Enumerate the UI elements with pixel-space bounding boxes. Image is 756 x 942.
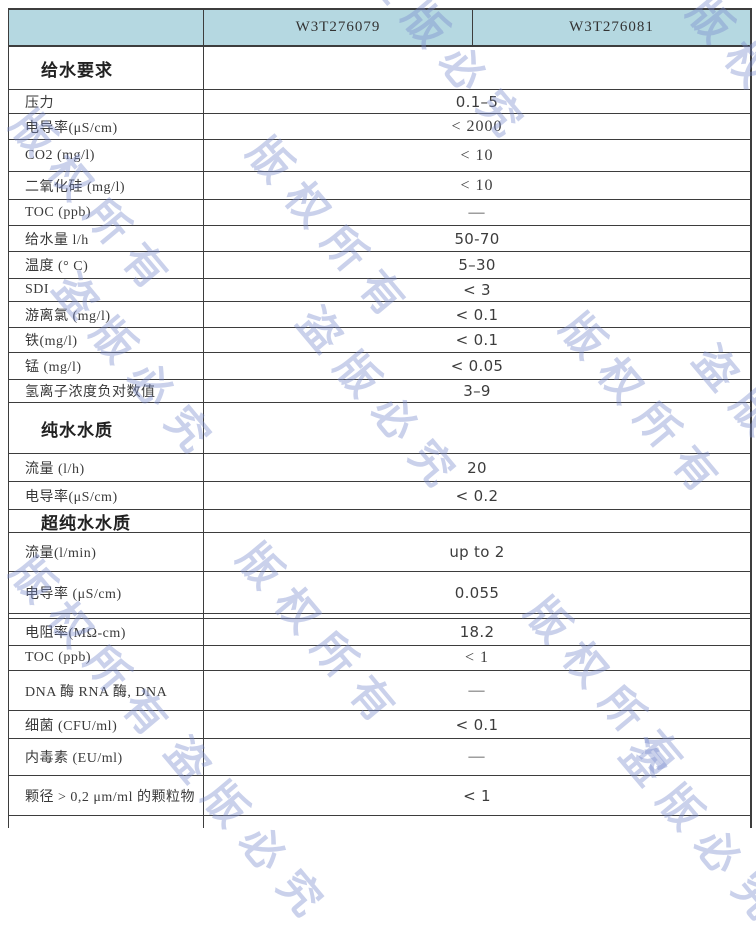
row-label: 氢离子浓度负对数值 xyxy=(9,380,204,402)
row-label: 流量 (l/h) xyxy=(9,454,204,481)
table-row: 锰 (mg/l) < 0.05 xyxy=(9,353,750,380)
table-row: 内毒素 (EU/ml) — xyxy=(9,739,750,776)
section-row: 超纯水水质 xyxy=(9,510,750,533)
row-value: < 10 xyxy=(460,146,494,164)
row-value: 0.055 xyxy=(454,583,500,602)
row-value: < 0.05 xyxy=(450,357,504,375)
row-value: 5–30 xyxy=(458,256,496,274)
table-row: 氢离子浓度负对数值 3–9 xyxy=(9,380,750,403)
row-label: DNA 酶 RNA 酶, DNA xyxy=(9,671,204,710)
row-label: 电阻率(MΩ-cm) xyxy=(9,619,204,645)
table-row: 流量 (l/h) 20 xyxy=(9,454,750,482)
table-row: 颗径 > 0,2 μm/ml 的颗粒物 < 1 xyxy=(9,776,750,816)
table-row: 给水量 l/h 50-70 xyxy=(9,226,750,252)
row-value: — xyxy=(468,748,486,765)
row-value: < 3 xyxy=(463,281,491,299)
row-label: 锰 (mg/l) xyxy=(9,353,204,379)
table-row: DNA 酶 RNA 酶, DNA — xyxy=(9,671,750,711)
row-value: 20 xyxy=(467,458,487,477)
header-model-1: W3T276079 xyxy=(204,10,473,45)
table-row: 电导率(μS/cm) < 0.2 xyxy=(9,482,750,510)
table-body: 给水要求 压力 0.1–5 电导率(μS/cm) < 2000 CO2 (mg/l) < 1… xyxy=(9,47,750,828)
row-value: 3–9 xyxy=(463,382,491,400)
row-label: 二氧化硅 (mg/l) xyxy=(9,172,204,199)
header-corner-cell xyxy=(9,10,204,45)
spec-table: W3T276079 W3T276081 给水要求 压力 0.1–5 电导率(μS/cm… xyxy=(8,8,752,828)
row-label: TOC (ppb) xyxy=(9,200,204,225)
section-row: 给水要求 xyxy=(9,47,750,90)
table-row: 细菌 (CFU/ml) < 0.1 xyxy=(9,711,750,739)
row-value: < 1 xyxy=(464,649,490,666)
row-label: 流量(l/min) xyxy=(9,533,204,571)
table-row: 铁(mg/l) < 0.1 xyxy=(9,328,750,353)
table-row: 电导率 (μS/cm) 0.055 xyxy=(9,572,750,614)
section-title: 超纯水水质 xyxy=(9,510,204,533)
table-row: 二氧化硅 (mg/l) < 10 xyxy=(9,172,750,200)
table-row: 游离氯 (mg/l) < 0.1 xyxy=(9,302,750,328)
row-value: — xyxy=(468,681,486,699)
row-label: SDI xyxy=(9,279,204,301)
row-label: 压力 xyxy=(9,90,204,113)
row-label: 温度 (° C) xyxy=(9,252,204,278)
row-value xyxy=(204,816,750,828)
header-model-2: W3T276081 xyxy=(569,19,654,35)
row-label: 电导率(μS/cm) xyxy=(9,114,204,139)
row-value: < 0.1 xyxy=(455,715,499,734)
row-label: 内毒素 (EU/ml) xyxy=(9,739,204,775)
table-row: SDI < 3 xyxy=(9,279,750,302)
row-label: 电导率(μS/cm) xyxy=(9,482,204,509)
row-label: 铁(mg/l) xyxy=(9,328,204,352)
table-row: TOC (ppb) < 1 xyxy=(9,646,750,671)
row-value: < 0.2 xyxy=(455,486,499,505)
section-title: 纯水水质 xyxy=(9,403,204,453)
row-value: < 1 xyxy=(463,786,491,805)
section-row: 纯水水质 xyxy=(9,403,750,454)
table-row: 流量(l/min) up to 2 xyxy=(9,533,750,572)
row-label xyxy=(9,614,204,618)
row-label: 给水量 l/h xyxy=(9,226,204,251)
row-label: 颗径 > 0,2 μm/ml 的颗粒物 xyxy=(9,776,204,815)
table-row: CO2 (mg/l) < 10 xyxy=(9,140,750,172)
row-value: — xyxy=(468,203,486,221)
table-row: TOC (ppb) — xyxy=(9,200,750,226)
table-row xyxy=(9,816,750,828)
row-value: < 0.1 xyxy=(455,305,499,324)
row-label xyxy=(9,816,204,828)
table-header-row: W3T276079 W3T276081 xyxy=(9,10,750,47)
table-row: 压力 0.1–5 xyxy=(9,90,750,114)
table-row: 电阻率(MΩ-cm) 18.2 xyxy=(9,619,750,646)
row-value: 0.1–5 xyxy=(455,92,499,111)
row-label: 细菌 (CFU/ml) xyxy=(9,711,204,738)
row-value: 50-70 xyxy=(454,229,500,248)
row-label: CO2 (mg/l) xyxy=(9,140,204,171)
row-value: < 0.1 xyxy=(455,331,499,349)
table-row xyxy=(9,614,750,619)
row-value xyxy=(204,47,750,89)
row-label: TOC (ppb) xyxy=(9,646,204,670)
section-title: 给水要求 xyxy=(9,47,204,89)
row-value xyxy=(204,614,750,618)
row-value: 18.2 xyxy=(459,623,495,641)
row-value xyxy=(204,510,750,532)
table-row: 温度 (° C) 5–30 xyxy=(9,252,750,279)
row-label: 游离氯 (mg/l) xyxy=(9,302,204,327)
table-row: 电导率(μS/cm) < 2000 xyxy=(9,114,750,140)
row-value: up to 2 xyxy=(449,543,505,561)
row-value xyxy=(204,403,750,453)
row-value: < 10 xyxy=(460,176,494,194)
row-value: < 2000 xyxy=(451,117,503,135)
row-label: 电导率 (μS/cm) xyxy=(9,572,204,613)
